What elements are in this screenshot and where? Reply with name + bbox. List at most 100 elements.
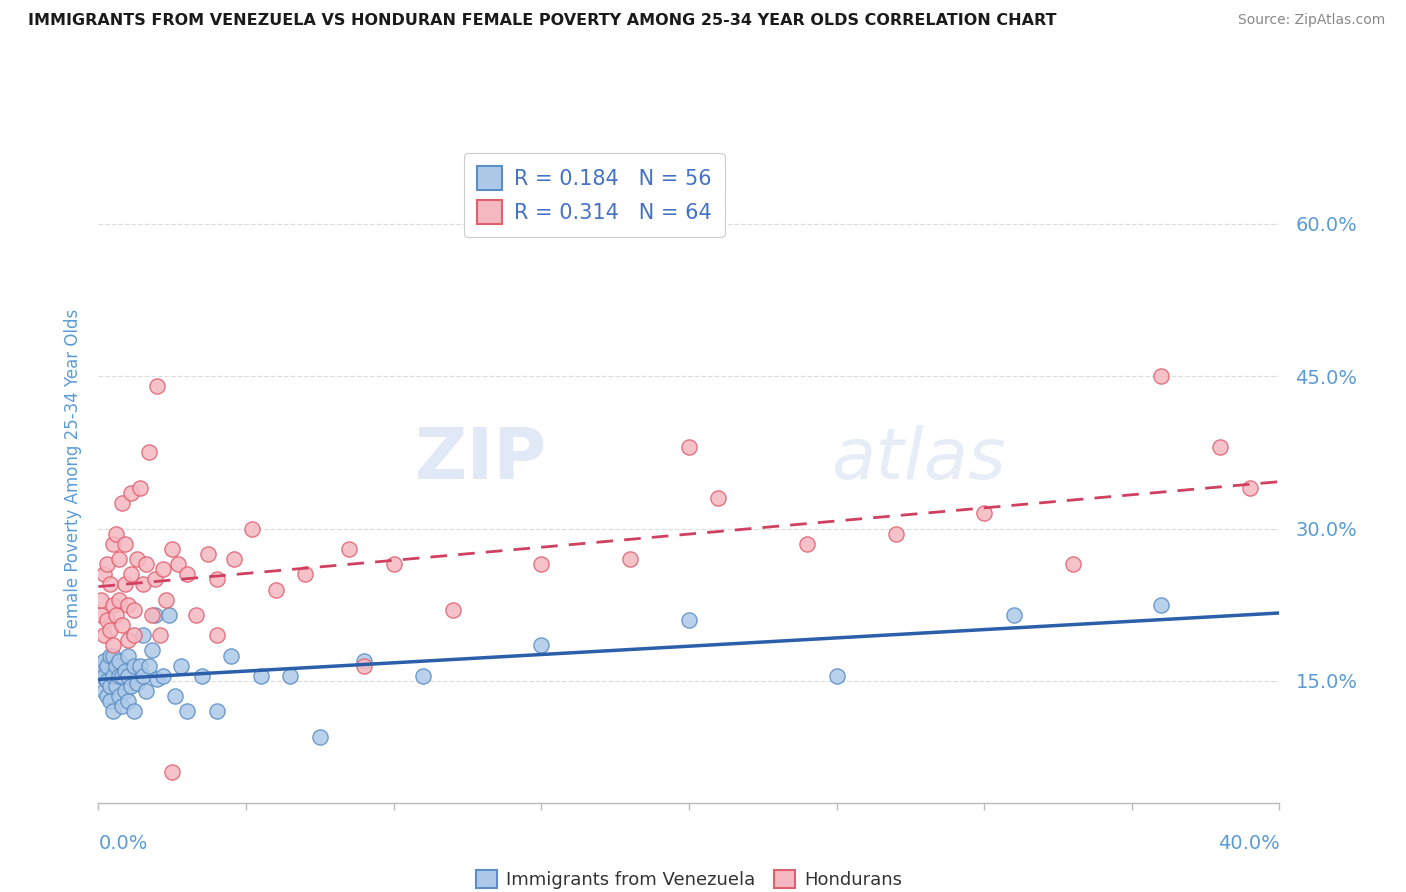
Text: Source: ZipAtlas.com: Source: ZipAtlas.com	[1237, 13, 1385, 28]
Point	[120, 567, 142, 582]
Point	[120, 679, 142, 693]
Point	[530, 557, 553, 571]
Point	[103, 669, 125, 683]
Point	[96, 557, 118, 571]
Point	[1002, 607, 1025, 622]
Point	[353, 658, 375, 673]
Point	[382, 557, 405, 571]
Point	[165, 689, 187, 703]
Point	[132, 669, 155, 683]
Point	[1150, 369, 1173, 384]
Point	[90, 592, 112, 607]
Point	[96, 613, 118, 627]
Point	[155, 592, 177, 607]
Point	[1062, 557, 1084, 571]
Point	[796, 537, 818, 551]
Legend: Immigrants from Venezuela, Hondurans: Immigrants from Venezuela, Hondurans	[468, 863, 910, 892]
Text: 0.0%: 0.0%	[98, 834, 148, 853]
Point	[141, 643, 163, 657]
Point	[441, 603, 464, 617]
Point	[122, 628, 145, 642]
Point	[98, 694, 121, 708]
Point	[117, 648, 139, 663]
Point	[530, 639, 553, 653]
Point	[135, 557, 157, 571]
Point	[1209, 441, 1232, 455]
Point	[143, 607, 166, 622]
Point	[90, 658, 112, 673]
Point	[1150, 598, 1173, 612]
Point	[90, 669, 112, 683]
Point	[135, 684, 157, 698]
Text: ZIP: ZIP	[415, 425, 547, 494]
Point	[294, 567, 316, 582]
Point	[205, 573, 228, 587]
Point	[678, 613, 700, 627]
Point	[96, 658, 118, 673]
Point	[105, 658, 128, 673]
Text: atlas: atlas	[831, 425, 1005, 494]
Point	[146, 379, 169, 393]
Point	[157, 607, 180, 622]
Point	[138, 658, 160, 673]
Point	[128, 481, 150, 495]
Point	[278, 669, 302, 683]
Point	[114, 664, 136, 678]
Point	[98, 577, 121, 591]
Point	[108, 669, 131, 683]
Point	[93, 684, 115, 698]
Text: 40.0%: 40.0%	[1218, 834, 1279, 853]
Point	[240, 522, 263, 536]
Point	[96, 689, 118, 703]
Point	[108, 689, 131, 703]
Point	[111, 496, 134, 510]
Point	[678, 441, 700, 455]
Point	[111, 669, 134, 683]
Point	[884, 526, 907, 541]
Point	[707, 491, 730, 505]
Point	[197, 547, 219, 561]
Point	[125, 552, 148, 566]
Point	[143, 573, 166, 587]
Point	[184, 607, 207, 622]
Point	[117, 694, 139, 708]
Point	[114, 537, 136, 551]
Point	[105, 607, 128, 622]
Point	[93, 654, 115, 668]
Point	[122, 603, 145, 617]
Point	[176, 705, 198, 719]
Point	[103, 648, 125, 663]
Point	[205, 705, 228, 719]
Point	[103, 537, 125, 551]
Point	[93, 669, 115, 683]
Point	[167, 557, 190, 571]
Point	[98, 679, 121, 693]
Text: IMMIGRANTS FROM VENEZUELA VS HONDURAN FEMALE POVERTY AMONG 25-34 YEAR OLDS CORRE: IMMIGRANTS FROM VENEZUELA VS HONDURAN FE…	[28, 13, 1057, 29]
Point	[114, 577, 136, 591]
Point	[224, 552, 246, 566]
Point	[141, 607, 163, 622]
Point	[162, 541, 183, 556]
Point	[122, 658, 145, 673]
Point	[108, 592, 131, 607]
Point	[146, 672, 169, 686]
Point	[412, 669, 434, 683]
Point	[105, 679, 128, 693]
Point	[122, 705, 145, 719]
Point	[108, 552, 131, 566]
Y-axis label: Female Poverty Among 25-34 Year Olds: Female Poverty Among 25-34 Year Olds	[63, 309, 82, 637]
Point	[176, 567, 198, 582]
Point	[90, 607, 112, 622]
Point	[117, 598, 139, 612]
Point	[191, 669, 214, 683]
Point	[152, 669, 174, 683]
Point	[205, 628, 228, 642]
Point	[111, 618, 134, 632]
Point	[103, 598, 125, 612]
Point	[117, 669, 139, 683]
Point	[337, 541, 360, 556]
Point	[264, 582, 287, 597]
Point	[132, 628, 155, 642]
Point	[111, 699, 134, 714]
Point	[93, 628, 115, 642]
